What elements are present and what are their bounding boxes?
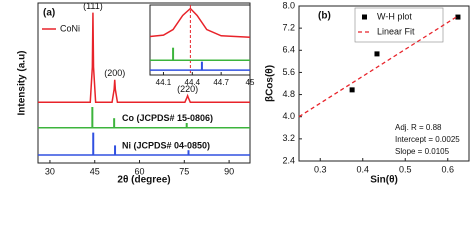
figure: 30 45 60 75 90 2θ (degree) Intensity (a.u) (a) C… bbox=[17, 0, 470, 186]
series-label: Co (JCPDS# 15-0806) bbox=[122, 113, 213, 123]
y-tick-label: 5.6 bbox=[282, 67, 295, 77]
fit-annotation: Intercept = 0.0025 bbox=[395, 135, 460, 144]
y-axis-label: Intensity (a.u) bbox=[17, 50, 28, 115]
x-tick-label: 0.6 bbox=[441, 164, 454, 174]
x-tick-label: 60 bbox=[135, 166, 145, 176]
x-tick-label: 75 bbox=[179, 166, 189, 176]
legend-label: CoNi bbox=[60, 23, 80, 33]
x-tick-label: 45 bbox=[90, 166, 100, 176]
peak-label: (200) bbox=[104, 68, 125, 78]
xrd-curve bbox=[38, 12, 250, 103]
x-tick-label: 30 bbox=[45, 166, 55, 176]
plot-frame bbox=[149, 4, 251, 76]
data-point bbox=[374, 51, 380, 57]
x-tick-label: 0.5 bbox=[399, 164, 412, 174]
fit-line bbox=[298, 15, 459, 118]
plot-frame bbox=[298, 5, 470, 162]
fit-annotation: Adj. R = 0.88 bbox=[395, 123, 442, 132]
x-tick-label: 90 bbox=[224, 166, 234, 176]
legend-label: W-H plot bbox=[377, 11, 412, 21]
y-axis-label: βCos(θ) bbox=[265, 65, 276, 102]
x-axis-label: Sin(θ) bbox=[370, 175, 398, 186]
x-axis-label: 2θ (degree) bbox=[117, 175, 170, 186]
xrd-curve bbox=[149, 7, 251, 38]
x-tick-label: 44.1 bbox=[156, 78, 172, 87]
y-tick-label: 4.8 bbox=[282, 89, 295, 99]
x-tick-label: 0.4 bbox=[356, 164, 369, 174]
x-tick-label: 44.4 bbox=[185, 78, 201, 87]
data-point bbox=[455, 14, 461, 20]
plot-frame bbox=[37, 2, 251, 164]
series-label: Ni (JCPDS# 04-0850) bbox=[122, 140, 210, 150]
x-tick-label: 45 bbox=[246, 78, 255, 87]
y-tick-label: 7.2 bbox=[282, 23, 295, 33]
y-tick-label: 4.0 bbox=[282, 111, 295, 121]
data-point bbox=[349, 87, 355, 93]
x-tick-label: 44.7 bbox=[213, 78, 229, 87]
legend-marker bbox=[362, 14, 367, 20]
y-tick-label: 2.4 bbox=[282, 155, 295, 165]
peak-label: (111) bbox=[83, 1, 103, 11]
y-tick-label: 6.4 bbox=[282, 45, 295, 55]
x-tick-label: 0.3 bbox=[314, 164, 327, 174]
legend-frame bbox=[354, 7, 444, 43]
peak-label: (220) bbox=[177, 84, 198, 94]
y-tick-label: 8.0 bbox=[282, 0, 295, 10]
legend-label: Linear Fit bbox=[377, 26, 415, 36]
fit-annotation: Slope = 0.0105 bbox=[395, 147, 450, 156]
panel-label: (b) bbox=[318, 11, 331, 22]
panel-label: (a) bbox=[43, 8, 55, 19]
y-tick-label: 3.2 bbox=[282, 133, 295, 143]
